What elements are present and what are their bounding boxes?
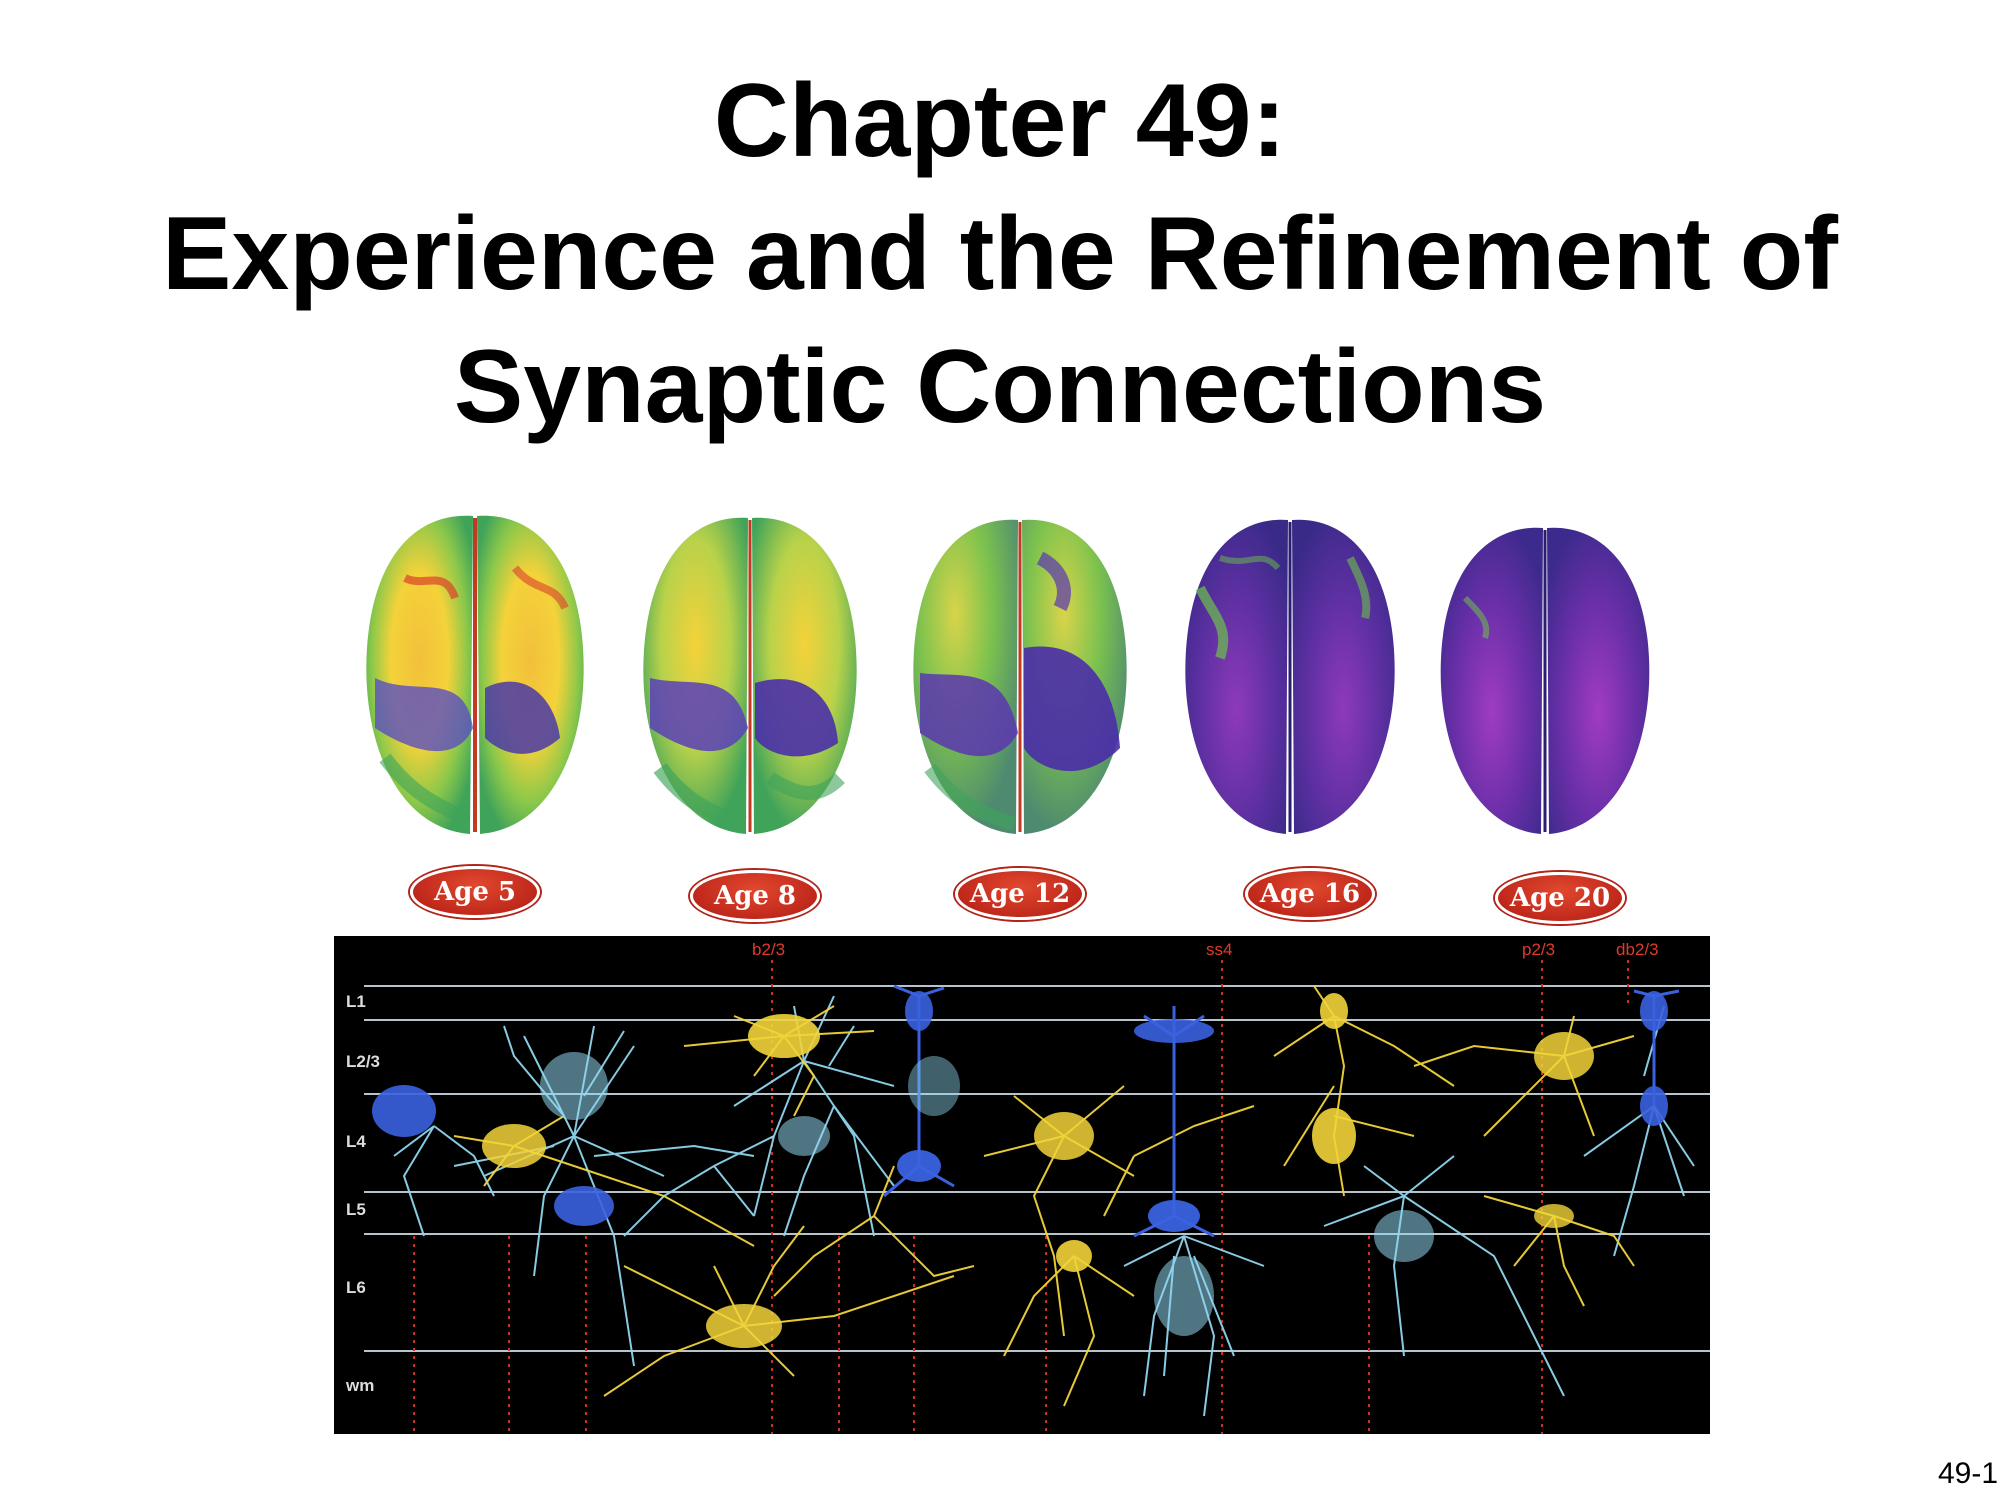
cell-label-ss4: ss4 bbox=[1206, 940, 1233, 959]
layer-label-l23: L2/3 bbox=[346, 1052, 381, 1071]
brain-age-12: Age 12 bbox=[890, 498, 1150, 920]
layer-label-l6: L6 bbox=[346, 1278, 366, 1297]
brain-age-8: Age 8 bbox=[620, 498, 880, 922]
cell-label-p23: p2/3 bbox=[1522, 940, 1556, 959]
age-12-badge: Age 12 bbox=[955, 868, 1085, 920]
title-line-2: Experience and the Refinement of bbox=[162, 196, 1838, 312]
layer-label-l5: L5 bbox=[346, 1200, 366, 1219]
cortical-neuron-figure: L1 L2/3 L4 L5 L6 wm b2/3 ss4 p2/3 db2/3 bbox=[334, 936, 1710, 1434]
age-5-badge: Age 5 bbox=[410, 866, 540, 918]
cell-label-db23: db2/3 bbox=[1616, 940, 1659, 959]
slide-number: 49-1 bbox=[1937, 1457, 1998, 1490]
layer-label-wm: wm bbox=[346, 1376, 375, 1395]
age-8-badge: Age 8 bbox=[690, 870, 820, 922]
layer-label-l1: L1 bbox=[346, 992, 366, 1011]
title-line-3: Synaptic Connections bbox=[453, 329, 1547, 445]
brain-age-5: Age 5 bbox=[345, 498, 605, 918]
slide-title: Chapter 49: Experience and the Refinemen… bbox=[0, 55, 2000, 454]
title-line-1: Chapter 49: bbox=[713, 63, 1287, 179]
brain-development-figure: Age 5 Age 8 Age 12 bbox=[340, 498, 1680, 924]
cell-label-b23: b2/3 bbox=[752, 940, 786, 959]
age-16-badge: Age 16 bbox=[1245, 868, 1375, 920]
age-20-badge: Age 20 bbox=[1495, 872, 1625, 924]
layer-label-l4: L4 bbox=[346, 1132, 366, 1151]
brain-age-20: Age 20 bbox=[1415, 498, 1675, 924]
neuron-drawing bbox=[364, 960, 1710, 1434]
brain-age-16: Age 16 bbox=[1160, 498, 1420, 920]
